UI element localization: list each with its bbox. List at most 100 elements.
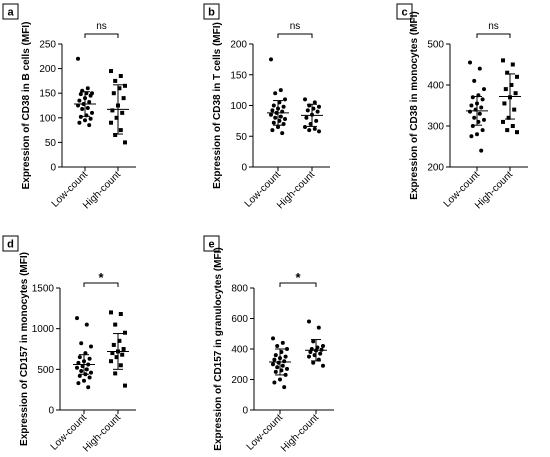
panel-a-point [118,128,123,133]
panel-d-point [89,344,93,349]
panel-b-point [315,109,320,114]
panel-a-y-tick-label: 50 [45,138,57,149]
panel-d-letter-box [2,235,19,252]
panel-d-point [117,338,122,343]
panel-c-y-axis-label: Expression of CD38 in monocytes (MFI) [409,11,420,199]
panel-b-point [307,128,312,133]
panel-e-point [321,343,325,348]
panel-b-y-tick-label: 50 [236,132,248,143]
panel-b-y-axis-label: Expression of CD38 in T cells (MFI) [212,22,223,189]
panel-a-letter-box [2,3,19,20]
panel-d-significance-bracket [83,282,119,287]
panel-c-point [468,60,472,65]
panel-d-point [77,355,82,360]
panel-c-point [468,109,472,114]
panel-b-point [269,57,273,62]
panel-e-point [321,363,325,368]
panel-e-point [278,377,282,382]
panel-a-point [114,115,119,120]
panel-e-point [311,360,316,365]
panel-d-point [109,359,113,364]
panel-a-point [117,86,122,91]
panel-c-point [505,128,510,133]
panel-e-y-tick-label: 800 [231,284,248,295]
panel-a-point [121,96,126,101]
panel-d-y-tick-label: 0 [48,406,54,417]
panel-c-point [513,91,518,96]
panel-b-point [317,104,321,109]
panel-b-y-tick-label: 150 [230,70,247,81]
panel-d-point [123,330,127,335]
panel-a-point [85,105,90,110]
panel-e-y-tick-label: 600 [231,314,248,325]
panel-c-letter-box [396,3,413,20]
panel-d-point [79,341,84,346]
panel-e-point [307,354,311,359]
panel-e-letter: e [208,239,214,251]
panel-e-significance-bracket [279,282,317,287]
panel-c-point [503,87,508,92]
panel-b-letter: b [208,7,215,19]
panel-a-point [111,91,116,96]
panel-d-point [109,310,113,315]
panel-e-letter-box [203,235,220,252]
panel-d-point [76,381,81,386]
panel-e-point [285,347,289,351]
panel-a-point [78,92,83,97]
panel-a-y-tick-label: 250 [39,40,56,51]
panel-a-letter: a [7,7,14,19]
panel-a-point [87,123,92,128]
panel-e-point [308,350,313,355]
panel-b-point [269,112,273,117]
panel-b-y-tick-label: 100 [230,101,247,112]
panel-d-point [83,351,88,356]
panel-c-point [472,78,477,83]
panel-b-point [273,91,278,96]
panel-c-point [477,66,482,71]
panel-b-point [283,117,287,122]
panel-a-point [90,110,94,115]
panel-d-point [75,365,79,370]
panel-a-y-tick-label: 100 [39,113,56,124]
panel-c-point [502,101,507,106]
panel-a-point [87,100,92,105]
panel-e-point [273,369,278,374]
panel-d-point [84,322,89,327]
panel-a-point [77,98,82,103]
panel-a-point [85,86,90,91]
panel-c-point [482,117,486,122]
panel-b-point [271,103,276,108]
panel-e-point [318,351,323,356]
panel-c-point [515,74,519,79]
panel-d-point [111,342,116,347]
panel-b-point [278,114,283,119]
panel-a-point [80,106,85,111]
panel-c-point [479,105,484,110]
panel-e-point [271,362,275,367]
panel-c-point [477,111,482,116]
panel-b-y-tick-label: 0 [241,163,247,174]
panel-e-point [272,380,277,385]
panel-b-point [280,131,285,136]
panel-c-letter: c [401,7,407,19]
panel-a-point [88,116,93,121]
panel-b-point [283,97,287,102]
panel-c-y-tick-label: 400 [427,81,444,92]
panel-d-significance-label: * [98,270,104,285]
panel-d-point [123,383,127,388]
panel-a-y-tick-label: 0 [50,163,56,174]
panel-c-point [512,107,517,112]
panel-b-point [271,120,276,125]
panel-e-point [280,363,285,368]
panel-a-point [109,120,113,125]
panel-e-x-tick-label: High-count [279,412,321,454]
panel-a-y-tick-label: 200 [39,64,56,75]
panel-c-point [506,115,511,120]
panel-d-point [118,363,123,368]
panel-b-point [303,125,307,130]
panel-d-point [86,385,91,390]
panel-d-point [120,352,125,357]
panel-d-point [87,375,92,380]
panel-a-significance-bracket [84,33,119,38]
panel-e-point [311,339,316,344]
